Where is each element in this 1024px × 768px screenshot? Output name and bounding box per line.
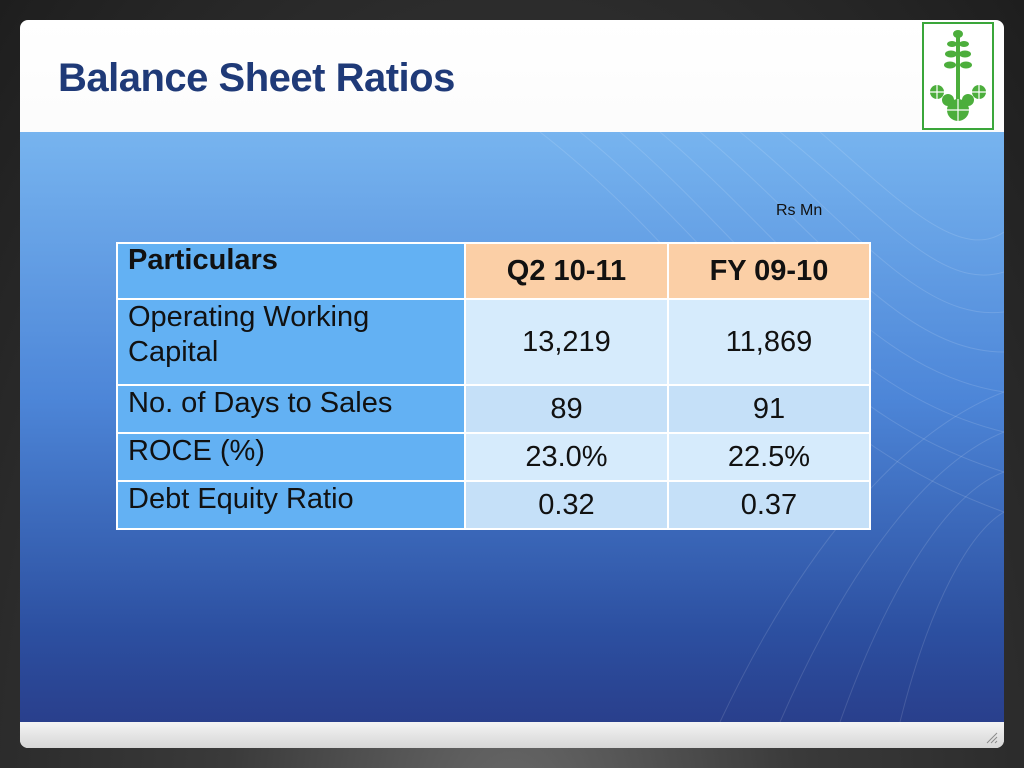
cell-fy-09-10: 0.37 <box>666 480 872 530</box>
row-label: Operating Working Capital <box>116 298 466 386</box>
table-row: Operating Working Capital 13,219 11,869 <box>116 298 872 386</box>
header-particulars: Particulars <box>116 242 466 300</box>
header-fy-09-10: FY 09-10 <box>666 242 872 300</box>
cell-q2-10-11: 0.32 <box>464 480 669 530</box>
cell-q2-10-11: 89 <box>464 384 669 434</box>
cell-fy-09-10: 22.5% <box>666 432 872 482</box>
table-header-row: Particulars Q2 10-11 FY 09-10 <box>116 242 872 300</box>
cell-fy-09-10: 11,869 <box>666 298 872 386</box>
company-logo <box>922 22 994 130</box>
row-label: ROCE (%) <box>116 432 466 482</box>
table-row: No. of Days to Sales 89 91 <box>116 384 872 434</box>
table-row: Debt Equity Ratio 0.32 0.37 <box>116 480 872 530</box>
bottom-bar <box>20 722 1004 748</box>
cell-q2-10-11: 13,219 <box>464 298 669 386</box>
ratios-table: Particulars Q2 10-11 FY 09-10 Operating … <box>116 242 872 530</box>
table-row: ROCE (%) 23.0% 22.5% <box>116 432 872 482</box>
slide-title: Balance Sheet Ratios <box>58 56 455 100</box>
unit-label: Rs Mn <box>776 202 823 219</box>
header-q2-10-11: Q2 10-11 <box>464 242 669 300</box>
resize-grip-icon <box>986 732 998 744</box>
cell-q2-10-11: 23.0% <box>464 432 669 482</box>
cell-fy-09-10: 91 <box>666 384 872 434</box>
row-label: No. of Days to Sales <box>116 384 466 434</box>
row-label: Debt Equity Ratio <box>116 480 466 530</box>
leaf-emblem-icon <box>930 30 986 121</box>
